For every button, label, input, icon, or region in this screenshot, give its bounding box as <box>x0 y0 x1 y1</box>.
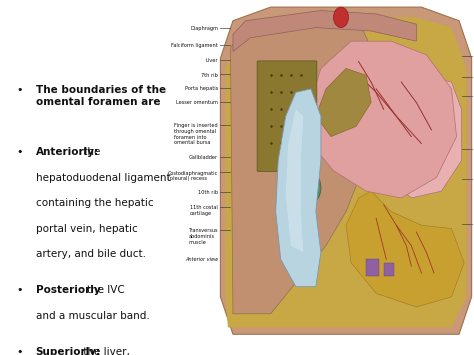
Text: Liver: Liver <box>206 58 218 63</box>
Text: Transversus
abdominis
muscle: Transversus abdominis muscle <box>189 228 218 245</box>
Text: •: • <box>17 147 23 157</box>
Polygon shape <box>230 21 371 314</box>
FancyBboxPatch shape <box>257 61 317 171</box>
Ellipse shape <box>306 174 321 201</box>
Text: •: • <box>17 285 23 295</box>
Polygon shape <box>220 7 472 334</box>
Text: 10th rib: 10th rib <box>198 190 218 196</box>
Text: Falciform ligament: Falciform ligament <box>171 43 218 48</box>
Polygon shape <box>233 11 416 51</box>
Polygon shape <box>276 89 321 286</box>
Text: •: • <box>17 347 23 355</box>
Text: : the IVC: : the IVC <box>80 285 125 295</box>
Text: Gallbladder: Gallbladder <box>189 155 218 160</box>
Bar <box>384 263 394 276</box>
Polygon shape <box>381 75 462 198</box>
Text: Anterior view: Anterior view <box>185 257 218 262</box>
Text: portal vein, hepatic: portal vein, hepatic <box>36 224 137 234</box>
Text: the liver,: the liver, <box>80 347 130 355</box>
Ellipse shape <box>333 7 348 28</box>
Text: The boundaries of the
omental foramen are: The boundaries of the omental foramen ar… <box>36 85 166 107</box>
Polygon shape <box>316 69 371 137</box>
Text: 11th costal
cartilage: 11th costal cartilage <box>190 206 218 216</box>
Text: Lesser omentum: Lesser omentum <box>176 100 218 105</box>
Polygon shape <box>286 109 303 252</box>
Polygon shape <box>309 41 456 198</box>
Polygon shape <box>226 17 466 327</box>
Text: Porta hepatis: Porta hepatis <box>185 86 218 91</box>
Text: containing the hepatic: containing the hepatic <box>36 198 153 208</box>
Text: hepatoduodenal ligament: hepatoduodenal ligament <box>36 173 170 182</box>
Text: Superiorly:: Superiorly: <box>36 347 100 355</box>
Text: Finger is inserted
through omental
foramen into
omental bursa: Finger is inserted through omental foram… <box>174 123 218 145</box>
Text: the: the <box>80 147 100 157</box>
Text: artery, and bile duct.: artery, and bile duct. <box>36 249 146 259</box>
Text: •: • <box>17 85 23 95</box>
Bar <box>366 259 379 276</box>
Polygon shape <box>346 191 464 307</box>
Text: Posteriorly: Posteriorly <box>36 285 100 295</box>
Text: Anteriorly:: Anteriorly: <box>36 147 99 157</box>
Text: and a muscular band.: and a muscular band. <box>36 311 149 321</box>
Text: Diaphragm: Diaphragm <box>190 26 218 31</box>
Text: Costodiaphragmatic
(pleural) recess: Costodiaphragmatic (pleural) recess <box>168 171 218 181</box>
Text: 7th rib: 7th rib <box>201 72 218 77</box>
